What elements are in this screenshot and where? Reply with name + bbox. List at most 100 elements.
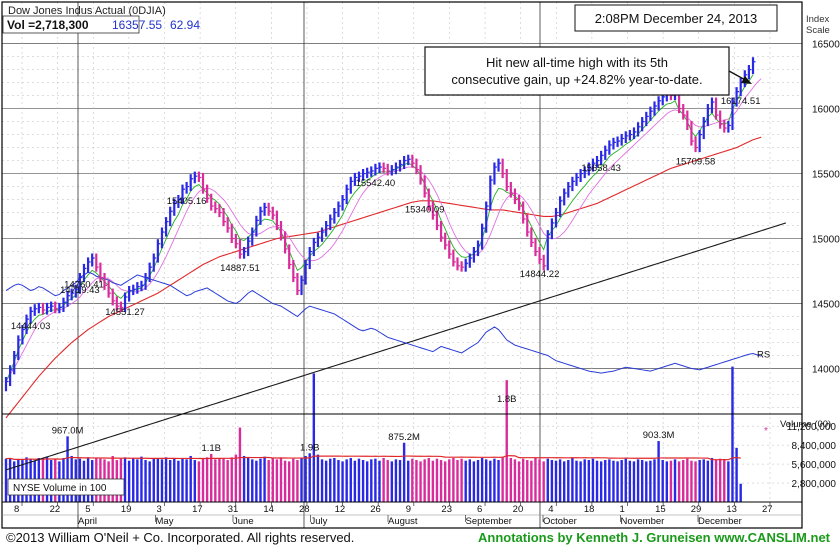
- volume-bar: [480, 458, 484, 502]
- day-tick-label: 29: [691, 504, 702, 515]
- volume-bar: [292, 458, 295, 502]
- index-scale-word: Index: [806, 14, 829, 25]
- volume-bar: [546, 458, 549, 502]
- price-tick-label: 15000: [812, 235, 840, 246]
- volume-bar: [517, 461, 521, 502]
- volume-bar: [279, 457, 283, 502]
- volume-bar: [714, 460, 718, 502]
- volume-bar: [731, 366, 734, 502]
- volume-bar: [501, 457, 504, 502]
- volume-annotation: 1.8B: [497, 394, 517, 405]
- month-label: May: [156, 516, 174, 527]
- volume-annotation: 875.2M: [388, 432, 420, 443]
- price-annotation: 14444.03: [11, 321, 51, 332]
- price-annotation: 15542.40: [356, 178, 396, 189]
- volume-bar: [275, 459, 279, 502]
- day-tick-label: 4: [548, 504, 553, 515]
- volume-bar: [587, 460, 591, 502]
- volume-bar: [439, 460, 443, 502]
- volume-bar: [320, 459, 324, 502]
- volume-bar: [365, 461, 369, 502]
- volume-bar: [246, 458, 250, 502]
- volume-bar: [312, 373, 316, 502]
- month-label: November: [621, 516, 665, 527]
- volume-bar: [156, 458, 160, 502]
- volume-bar: [349, 458, 352, 502]
- volume-bar: [226, 460, 229, 502]
- chart-title: Dow Jones Indus Actual (0DJIA): [8, 5, 166, 17]
- volume-legend-box: [7, 478, 125, 496]
- volume-bar: [682, 460, 685, 502]
- vol-box: [2, 15, 140, 34]
- volume-bar: [316, 454, 320, 502]
- volume-bar: [353, 460, 357, 502]
- last-price: 16357.55: [112, 18, 162, 32]
- volume-bar: [411, 458, 414, 502]
- volume-bar: [242, 455, 246, 502]
- volume-bar: [558, 459, 562, 502]
- volume-bar: [579, 461, 582, 502]
- callout-arrowhead: [741, 76, 752, 84]
- day-tick-label: 22: [50, 504, 61, 515]
- volume-bar: [509, 458, 513, 502]
- volume-bar: [694, 461, 697, 502]
- ma200-line: [5, 222, 787, 471]
- volume-bar: [144, 460, 147, 502]
- volume-bar: [468, 459, 471, 502]
- volume-bar: [628, 460, 632, 502]
- volume-bar: [534, 458, 537, 502]
- volume-bar: [669, 460, 673, 502]
- volume-bar: [489, 460, 492, 502]
- price-annotation: 14551.27: [105, 307, 145, 318]
- volume-bar: [723, 459, 726, 502]
- volume-bar: [345, 459, 348, 502]
- volume-bar: [653, 459, 656, 502]
- volume-legend-text: NYSE Volume in 100: [13, 483, 107, 494]
- volume-bar: [333, 458, 336, 502]
- month-label: October: [543, 516, 577, 527]
- volume-bar: [173, 458, 176, 502]
- volume-bar: [283, 460, 287, 502]
- volume-tick-label: 2,800,000: [792, 479, 837, 490]
- vol-label: Vol =2,718,300: [7, 18, 89, 32]
- volume-bar: [521, 458, 525, 502]
- price-tick-label: 16500: [812, 40, 840, 51]
- day-tick-label: 8: [14, 504, 19, 515]
- volume-bar: [4, 458, 8, 502]
- volume-bar: [300, 458, 303, 502]
- day-tick-label: 19: [121, 504, 132, 515]
- month-label: April: [78, 516, 97, 527]
- volume-bar: [604, 460, 607, 502]
- volume-bar: [378, 460, 381, 502]
- day-tick-label: 17: [192, 504, 203, 515]
- volume-bar: [308, 453, 311, 502]
- volume-bar: [575, 460, 578, 502]
- price-annotation: 14887.51: [220, 263, 260, 274]
- volume-bar: [361, 460, 365, 502]
- volume-bar: [505, 380, 508, 502]
- volume-bar: [218, 458, 221, 502]
- day-tick-label: 23: [441, 504, 452, 515]
- volume-bar: [686, 458, 689, 502]
- volume-bar: [271, 458, 274, 502]
- day-tick-label: 18: [584, 504, 595, 515]
- volume-bar: [201, 458, 205, 502]
- volume-bar: [493, 458, 496, 502]
- volume-bar: [710, 458, 714, 502]
- volume-bar: [464, 460, 467, 502]
- volume-bar: [324, 460, 328, 502]
- price-annotation: 15658.43: [581, 163, 621, 174]
- price-tick-label: 15500: [812, 170, 840, 181]
- volume-bar: [431, 460, 435, 502]
- callout-line: Hit new all-time high with its 5th: [486, 55, 668, 70]
- price-bars: [4, 57, 756, 392]
- volume-bar: [718, 458, 722, 502]
- volume-bar: [640, 460, 644, 502]
- volume-bar: [460, 458, 463, 502]
- volume-bar: [210, 453, 213, 502]
- volume-bar: [562, 461, 566, 502]
- volume-bar: [259, 458, 262, 502]
- volume-bar: [673, 459, 677, 502]
- volume-average-marker: *: [764, 426, 768, 437]
